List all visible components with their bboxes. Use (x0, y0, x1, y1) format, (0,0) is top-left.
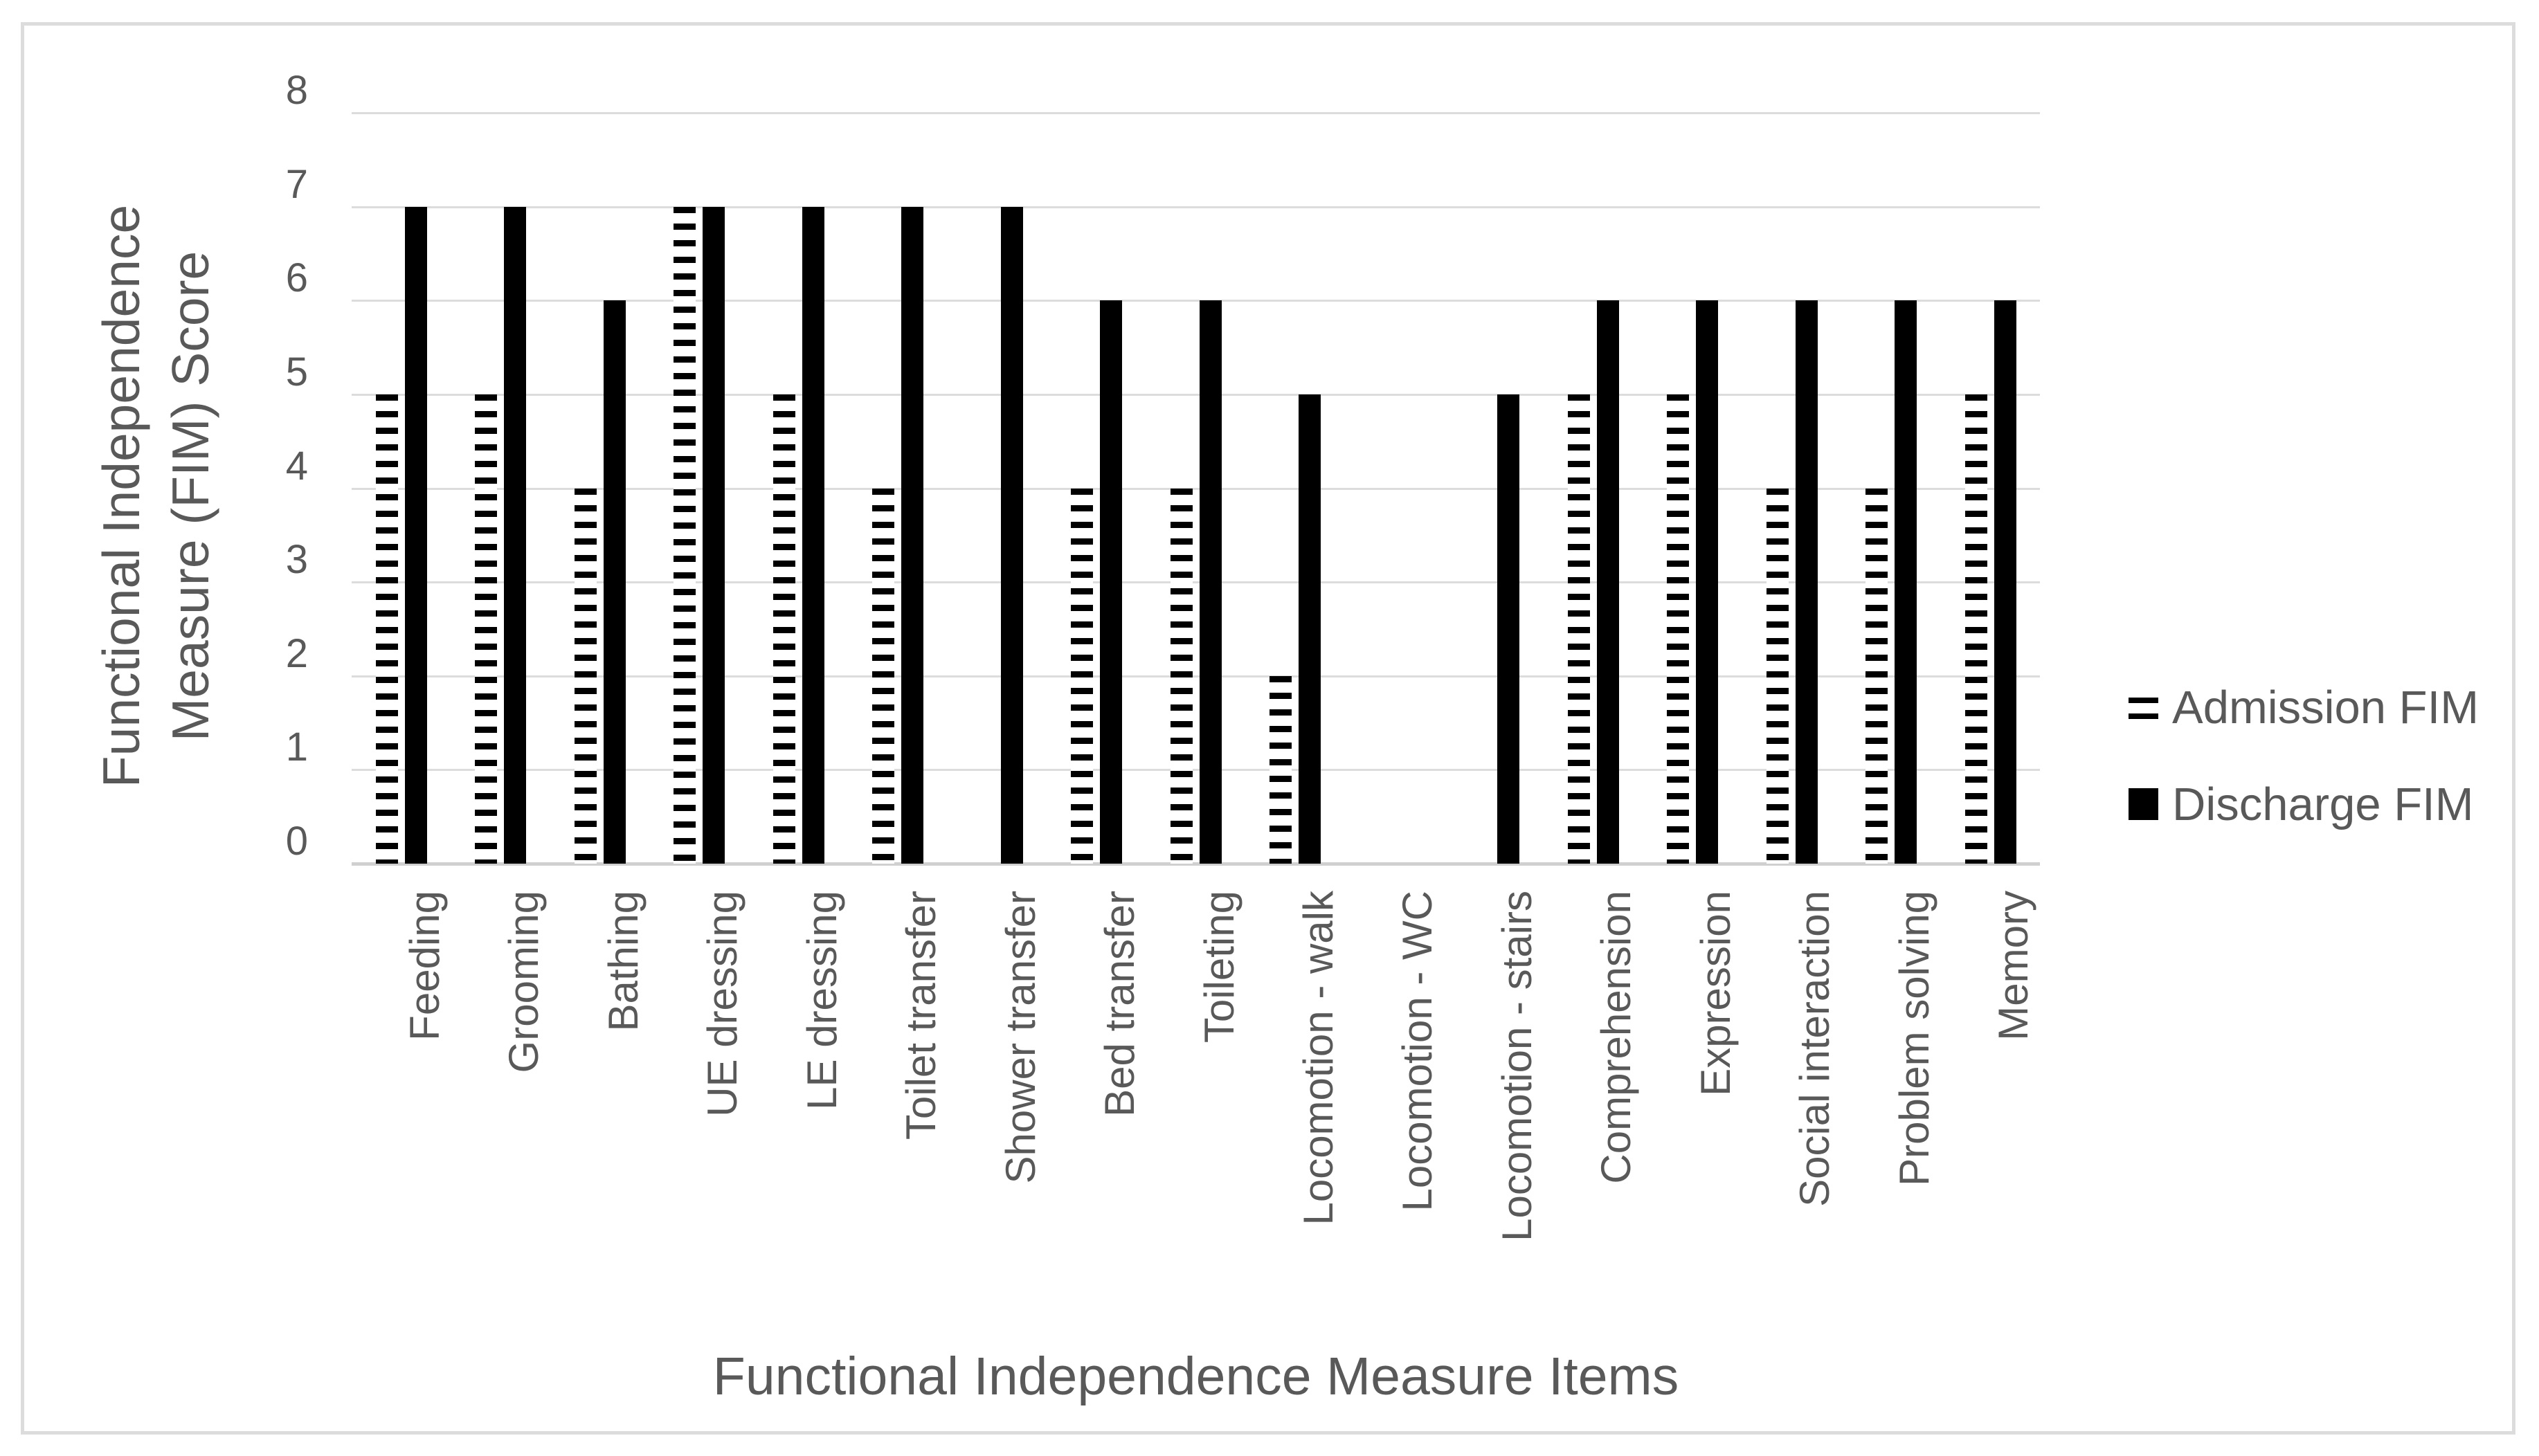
admission-bar-13 (1667, 394, 1690, 864)
discharge-bar-13 (1696, 300, 1719, 864)
admission-bar-15 (1865, 488, 1888, 864)
discharge-bar-6 (1000, 206, 1023, 864)
discharge-bar-11 (1497, 394, 1520, 864)
discharge-bar-3 (703, 206, 725, 864)
y-tick-label-0: 0 (285, 819, 308, 864)
gridline-y7 (352, 206, 2040, 208)
discharge-bar-2 (603, 300, 626, 864)
legend-entry-discharge: Discharge FIM (2129, 778, 2474, 830)
category-label-2: Bathing (599, 891, 647, 1032)
category-label-10: Locomotion - WC (1394, 891, 1441, 1212)
category-label-14: Social interaction (1791, 891, 1838, 1207)
category-label-11: Locomotion - stairs (1493, 891, 1540, 1241)
admission-bar-14 (1766, 488, 1789, 864)
category-label-3: UE dressing (699, 891, 746, 1117)
discharge-bar-8 (1199, 300, 1222, 864)
discharge-bar-14 (1795, 300, 1818, 864)
discharge-bar-1 (504, 206, 527, 864)
discharge-bar-9 (1299, 394, 1321, 864)
discharge-bar-16 (1994, 300, 2016, 864)
y-axis-title-line-1: Functional Independence (92, 204, 150, 788)
discharge-bar-5 (901, 206, 924, 864)
admission-bar-8 (1170, 488, 1193, 864)
gridline-y1 (352, 769, 2040, 772)
category-label-8: Toileting (1195, 891, 1243, 1044)
admission-bar-7 (1071, 488, 1094, 864)
gridline-y6 (352, 300, 2040, 302)
gridline-y2 (352, 675, 2040, 677)
legend-label-admission: Admission FIM (2172, 681, 2479, 734)
admission-bar-2 (574, 488, 597, 864)
gridline-y4 (352, 487, 2040, 490)
discharge-bar-7 (1100, 300, 1123, 864)
x-axis-title: Functional Independence Measure Items (712, 1347, 1679, 1406)
discharge-bar-12 (1596, 300, 1619, 864)
admission-bar-1 (475, 394, 498, 864)
legend-entry-admission: Admission FIM (2129, 681, 2479, 734)
admission-bar-4 (772, 394, 795, 864)
category-label-9: Locomotion - walk (1294, 891, 1341, 1226)
y-tick-label-8: 8 (285, 68, 308, 113)
discharge-solid-swatch-icon (2129, 788, 2158, 820)
discharge-bar-15 (1895, 300, 1917, 864)
y-tick-label-6: 6 (285, 255, 308, 301)
y-tick-label-5: 5 (285, 349, 308, 394)
y-tick-label-1: 1 (285, 725, 308, 770)
category-label-15: Problem solving (1890, 891, 1937, 1186)
gridline-y8 (352, 112, 2040, 114)
gridline-y5 (352, 393, 2040, 396)
category-label-6: Shower transfer (997, 891, 1044, 1184)
admission-bar-16 (1964, 394, 1987, 864)
category-label-4: LE dressing (798, 891, 845, 1110)
plot-area (352, 112, 2040, 866)
category-label-16: Memory (1990, 891, 2037, 1041)
x-axis-line (352, 862, 2040, 866)
category-label-0: Feeding (401, 891, 448, 1041)
discharge-bar-4 (802, 206, 824, 864)
category-label-5: Toilet transfer (898, 891, 945, 1140)
admission-pattern-swatch-icon (2129, 691, 2158, 723)
gridline-y3 (352, 581, 2040, 584)
y-tick-label-3: 3 (285, 537, 308, 583)
category-label-7: Bed transfer (1096, 891, 1144, 1117)
category-label-12: Comprehension (1593, 891, 1640, 1184)
y-tick-label-7: 7 (285, 161, 308, 207)
legend-label-discharge: Discharge FIM (2172, 778, 2474, 830)
admission-bar-5 (872, 488, 895, 864)
admission-bar-12 (1567, 394, 1590, 864)
category-label-1: Grooming (500, 891, 548, 1073)
y-tick-label-2: 2 (285, 630, 308, 676)
admission-bar-0 (376, 394, 398, 864)
admission-bar-9 (1270, 675, 1292, 864)
chart-frame: Functional Independence Measure (FIM) Sc… (21, 22, 2515, 1435)
category-label-13: Expression (1692, 891, 1739, 1096)
discharge-bar-0 (405, 206, 427, 864)
y-tick-label-4: 4 (285, 443, 308, 489)
admission-bar-3 (674, 206, 696, 864)
